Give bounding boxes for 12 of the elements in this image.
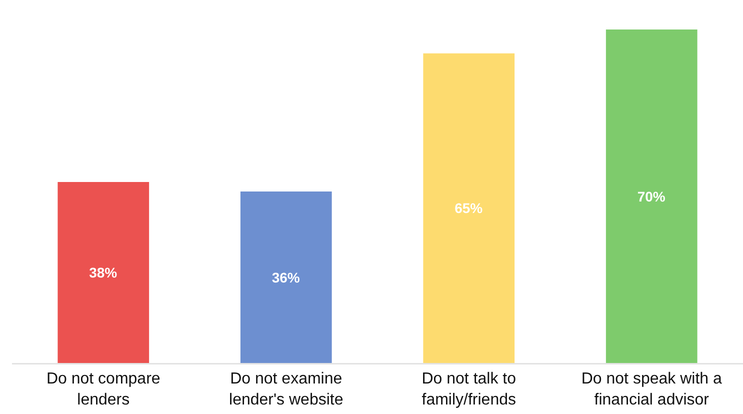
x-tick-label: Do not compare lenders — [46, 370, 160, 408]
data-label: 36% — [272, 269, 300, 286]
x-tick-label: Do not examine lender's website — [229, 370, 344, 408]
data-label: 38% — [89, 264, 118, 280]
bar — [423, 53, 515, 363]
bar — [606, 30, 698, 363]
x-tick-label: Do not talk to family/friends — [422, 370, 516, 408]
bar — [58, 182, 150, 363]
data-label: 65% — [454, 200, 484, 216]
x-tick-label: Do not speak with a financial advisor — [581, 370, 722, 408]
bar — [240, 192, 332, 363]
data-label: 70% — [637, 188, 666, 204]
